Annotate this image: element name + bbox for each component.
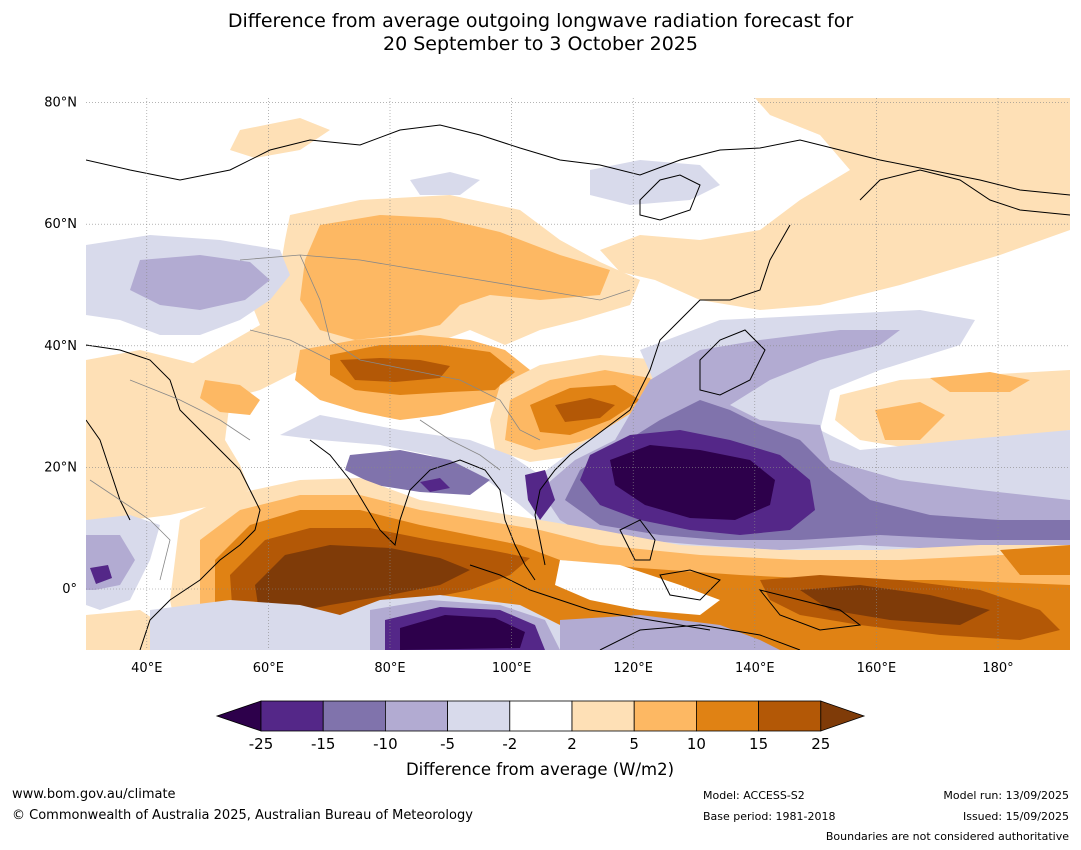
colorbar-extend-low [215, 700, 262, 732]
colorbar-bin [384, 700, 448, 732]
anomaly-region-maritime-white [555, 560, 720, 615]
colorbar-tick-label: -5 [440, 735, 455, 753]
lon-label: 120°E [613, 661, 653, 676]
anomaly-region-nw-pacific-light [600, 98, 1070, 310]
lat-label: 80°N [44, 96, 77, 111]
colorbar-tick-label: 10 [687, 735, 706, 753]
anomaly-region-africa-orange [86, 610, 170, 650]
disclaimer-text: Boundaries are not considered authoritat… [825, 830, 1069, 843]
anomaly-region-australia-purple [560, 615, 780, 650]
anomaly-region-central-asia-mid [300, 215, 610, 340]
colorbar-tick-label: -25 [249, 735, 274, 753]
anomaly-region-arctic-purple [410, 172, 480, 195]
anomaly-region-south-china-sea-purple [525, 470, 555, 520]
colorbar-bin [260, 700, 324, 732]
lon-label: 100°E [492, 661, 532, 676]
anomaly-region-caspian-purple-mid [130, 255, 270, 310]
colorbar-tick-label: -2 [502, 735, 517, 753]
base-period-text: Base period: 1981-2018 [703, 810, 836, 823]
gridlines [86, 98, 1070, 650]
anomaly-region-siberia-purple [590, 160, 720, 205]
colorbar-tick-label: -15 [311, 735, 336, 753]
lat-label: 0° [62, 582, 77, 597]
colorbar-bin [447, 700, 511, 732]
chart-title: Difference from average outgoing longwav… [0, 10, 1081, 56]
colorbar-bin [571, 700, 635, 732]
anomaly-region-arabia-mid [200, 380, 260, 415]
colorbar-tick-label: 2 [567, 735, 577, 753]
lon-label: 140°E [735, 661, 775, 676]
lon-label: 40°E [131, 661, 162, 676]
colorbar-tick-label: 25 [811, 735, 830, 753]
colorbar-bin [322, 700, 386, 732]
colorbar-extend-high [820, 700, 866, 732]
lon-label: 60°E [253, 661, 284, 676]
model-run-text: Model run: 13/09/2025 [943, 789, 1069, 802]
anomaly-region-philippine-sea-core [610, 445, 775, 520]
colorbar-tick-label: 15 [749, 735, 768, 753]
anomaly-region-bay-of-bengal-purple [345, 450, 490, 495]
website-link[interactable]: www.bom.gov.au/climate [12, 787, 176, 802]
anomaly-region-central-pacific-mid2 [930, 372, 1030, 392]
anomaly-region-south-io-purple-core [400, 615, 525, 650]
lon-label: 80°E [374, 661, 405, 676]
model-text: Model: ACCESS-S2 [703, 789, 805, 802]
anomaly-region-tibet-core [340, 358, 450, 382]
anomaly-region-east-pacific-mid [1000, 545, 1070, 575]
lat-label: 20°N [44, 460, 77, 475]
colorbar-bin [509, 700, 573, 732]
lon-label: 160°E [857, 661, 897, 676]
anomaly-region-east-china-core [555, 398, 615, 422]
country-borders [89, 254, 631, 581]
colorbar-tick-labels: -25 -15 -10 -5 -2 2 5 10 15 25 [249, 735, 831, 753]
colorbar-title: Difference from average (W/m2) [406, 760, 674, 779]
colorbar-tick-label: 5 [629, 735, 639, 753]
anomaly-region-central-pacific-mid [875, 402, 945, 440]
lat-label: 60°N [44, 217, 77, 232]
issued-text: Issued: 15/09/2025 [962, 810, 1069, 823]
colorbar-bin [696, 700, 760, 732]
colorbar-tick-label: -10 [373, 735, 398, 753]
copyright-text: © Commonwealth of Australia 2025, Austra… [12, 808, 473, 823]
anomaly-region-south-pacific-core [800, 585, 990, 625]
colorbar-bin [633, 700, 697, 732]
colorbar-bin [758, 700, 822, 732]
title-line-2: 20 September to 3 October 2025 [383, 33, 698, 55]
lon-label: 180° [982, 661, 1013, 676]
anomaly-region-bay-of-bengal-core [420, 478, 450, 492]
map-area [86, 98, 1070, 650]
anomaly-region-indian-ocean-core [255, 545, 470, 615]
anomaly-region-arctic-light [230, 118, 330, 158]
coastlines [86, 124, 1070, 650]
title-line-1: Difference from average outgoing longwav… [227, 10, 854, 32]
lat-label: 40°N [44, 339, 77, 354]
latitude-labels: 80°N 60°N 40°N 20°N 0° [44, 96, 77, 597]
longitude-labels: 40°E 60°E 80°E 100°E 120°E 140°E 160°E 180° [131, 661, 1013, 676]
colorbar [215, 700, 866, 732]
anomaly-region-africa-purple-strong [90, 565, 112, 584]
